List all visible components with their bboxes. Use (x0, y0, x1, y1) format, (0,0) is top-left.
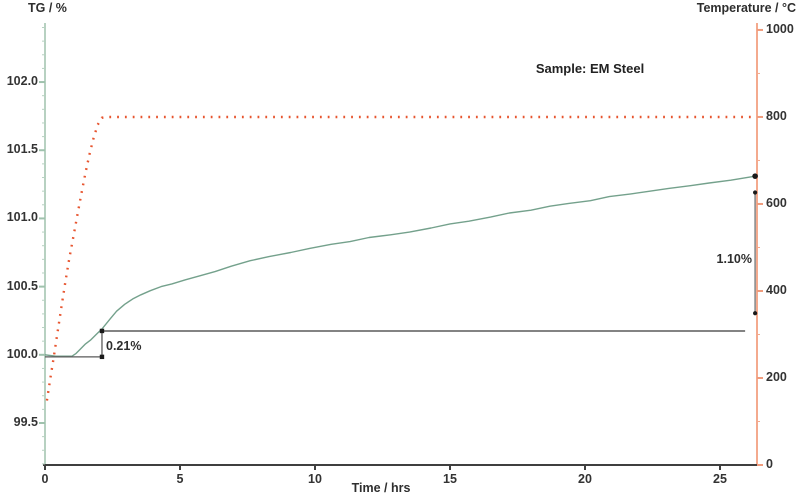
result-range-end-marker (753, 311, 758, 316)
step-annotation-label: 0.21% (106, 339, 142, 353)
left-axis-tick-label: 101.5 (6, 142, 38, 157)
right-axis-tick-label: 400 (766, 282, 787, 297)
left-axis-tick-label: 99.5 (13, 414, 38, 429)
left-axis-tick-label: 101.0 (6, 210, 38, 225)
x-axis-tick-label: 0 (41, 472, 49, 486)
right-axis-tick-label: 1000 (766, 21, 794, 36)
x-axis-tick-label: 25 (713, 472, 727, 486)
left-axis-tick-label: 100.0 (6, 346, 38, 361)
right-axis-tick-label: 800 (766, 108, 787, 123)
left-axis-title: TG / % (28, 1, 67, 15)
step-marker (99, 354, 105, 360)
result-annotation-label: 1.10% (716, 252, 752, 266)
x-axis-tick-label: 5 (176, 472, 184, 486)
right-axis-tick-label: 200 (766, 369, 787, 384)
sample-label: Sample: EM Steel (535, 61, 645, 76)
left-axis-tick-label: 100.5 (6, 278, 38, 293)
right-axis-title: Temperature / °C (696, 1, 796, 15)
right-axis-tick-label: 600 (766, 195, 787, 210)
result-range-end-marker (753, 190, 758, 195)
step-marker (99, 328, 105, 334)
tg-curve-end-marker (752, 173, 758, 179)
x-axis-tick-label: 20 (578, 472, 592, 486)
x-axis-title: Time / hrs (351, 481, 411, 495)
x-axis-tick-label: 10 (308, 472, 322, 486)
right-axis-tick-label: 0 (766, 457, 773, 471)
left-axis-tick-label: 102.0 (6, 74, 38, 89)
temperature-curve (45, 115, 756, 401)
x-axis-tick-label: 15 (443, 472, 457, 486)
tg-curve (44, 175, 756, 357)
